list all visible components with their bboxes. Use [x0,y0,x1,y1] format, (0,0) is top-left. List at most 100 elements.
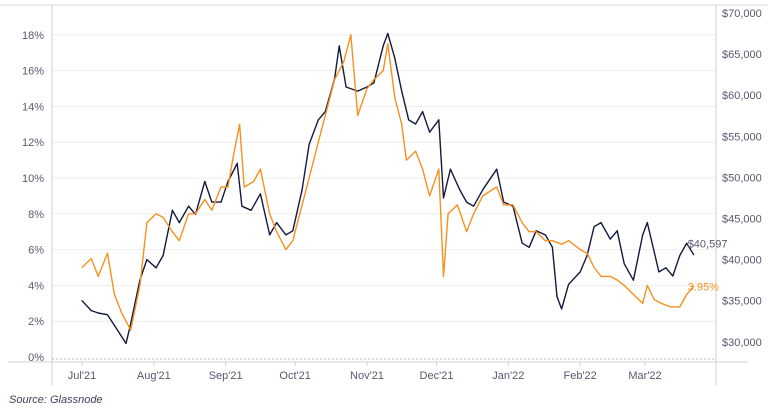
right-axis-ticks: $30,000 $35,000 $40,000 $45,000 $50,000 $55,0… [722,8,762,349]
rate-point [259,168,262,170]
left-tick-label: 16% [22,66,44,78]
x-tick-label: Nov'21 [350,370,384,382]
rate-point [394,96,396,99]
rate-point [632,293,635,295]
right-tick-label: $45,000 [722,214,762,226]
price-point [567,283,570,285]
price-point [155,267,157,269]
price-point [623,263,625,265]
price-point [292,230,294,232]
price-point [90,309,92,312]
rate-point [405,159,407,161]
left-tick-label: 4% [28,280,44,292]
price-point [408,119,410,121]
price-point [415,123,417,125]
rate-point [146,222,148,224]
right-tick-label: $70,000 [722,8,762,20]
right-tick-label: $55,000 [722,131,762,143]
rate-point [642,302,644,304]
rate-point [269,213,271,215]
rate-point [593,266,595,269]
x-tick-label: Jan'22 [492,370,524,382]
price-point [421,111,424,113]
rate-point [243,186,245,188]
rate-point [466,231,468,233]
x-tick-label: Mar'22 [628,370,661,382]
gridlines [52,34,716,322]
rate-point [600,275,602,278]
price-point [632,279,635,281]
price-point [579,271,581,273]
rate-point [333,78,336,81]
rate-point [178,240,180,242]
left-tick-label: 6% [28,245,44,257]
price-point [220,201,222,203]
price-point [317,119,319,121]
right-tick-label: $60,000 [722,90,762,102]
price-end-label: $40,597 [688,239,728,251]
price-point [401,90,403,92]
rate-point [693,285,695,287]
rate-point [252,180,255,183]
rate-point [586,252,588,254]
price-point [642,234,644,236]
price-series-line [81,32,695,345]
x-tick-label: Sep'21 [209,370,243,382]
price-point [521,242,523,244]
x-axis-ticks: Jul'21 Aug'21 Sep'21 Oct'21 Nov'21 Dec'21 Jan'… [68,362,662,382]
rate-point [472,213,475,215]
rate-point [292,240,294,242]
rate-point [357,114,359,116]
rate-point [528,231,530,233]
rate-point [187,213,190,215]
rate-point [90,257,92,260]
rate-point [401,123,403,125]
left-axis-ticks: 0% 2% 4% 6% 8% 10% 12% 14% 16% 18% [22,30,44,364]
price-point [338,45,340,47]
price-point [472,205,475,207]
x-tick-label: Dec'21 [420,370,454,382]
price-point [646,222,648,224]
rate-point [232,159,234,161]
price-point [428,131,431,133]
right-tick-label: $50,000 [722,172,762,184]
price-point [556,295,558,298]
price-point [482,189,484,191]
rate-point [686,293,688,295]
rate-point [679,306,681,308]
left-tick-label: 8% [28,209,44,221]
left-tick-label: 2% [28,316,44,328]
rate-point [551,240,553,242]
rate-point [623,284,625,286]
price-point [113,324,116,326]
price-point [276,222,278,224]
price-point [130,323,132,325]
rate-point [194,213,197,215]
price-point [97,312,99,314]
rate-point [438,168,440,170]
price-point [178,222,180,224]
left-tick-label: 10% [22,173,44,185]
left-tick-label: 12% [22,137,44,149]
price-point [146,259,148,261]
price-point [609,238,611,240]
price-point [593,226,595,228]
price-point [686,242,688,244]
rate-point [561,243,563,245]
rate-point [512,204,514,206]
rate-point [227,186,229,188]
price-point [285,234,287,236]
rate-point [317,141,319,143]
price-point [616,230,618,232]
rate-point [646,284,648,286]
rate-point [276,231,278,233]
rate-point [171,231,173,233]
rate-point [616,279,618,281]
end-labels: $40,597 3.95% [688,239,728,294]
rate-point [496,186,498,188]
price-point [449,168,452,170]
rate-point [373,78,375,81]
rate-point [285,249,287,251]
rate-point [238,123,241,125]
